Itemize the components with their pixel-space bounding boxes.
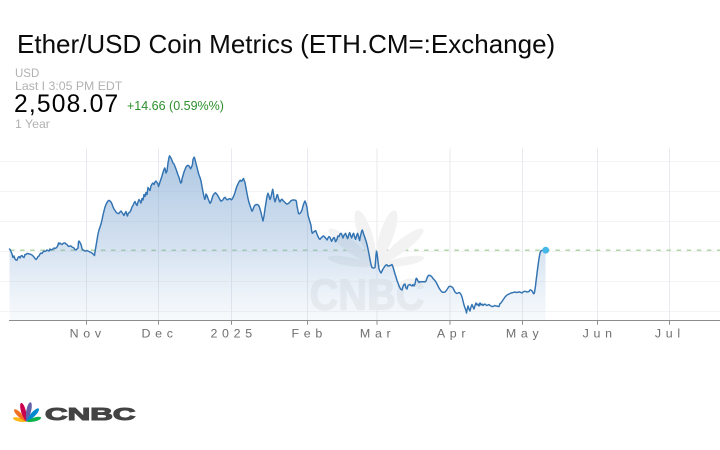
svg-text:Jul: Jul <box>655 327 685 341</box>
svg-text:Mar: Mar <box>360 327 395 341</box>
svg-text:Jun: Jun <box>583 327 617 341</box>
svg-text:Dec: Dec <box>141 327 177 341</box>
svg-text:Feb: Feb <box>292 327 327 341</box>
svg-text:Apr: Apr <box>437 327 470 341</box>
svg-text:Nov: Nov <box>70 327 106 341</box>
svg-text:May: May <box>506 327 544 341</box>
svg-text:2025: 2025 <box>210 327 256 341</box>
svg-text:CNBC: CNBC <box>45 404 136 424</box>
